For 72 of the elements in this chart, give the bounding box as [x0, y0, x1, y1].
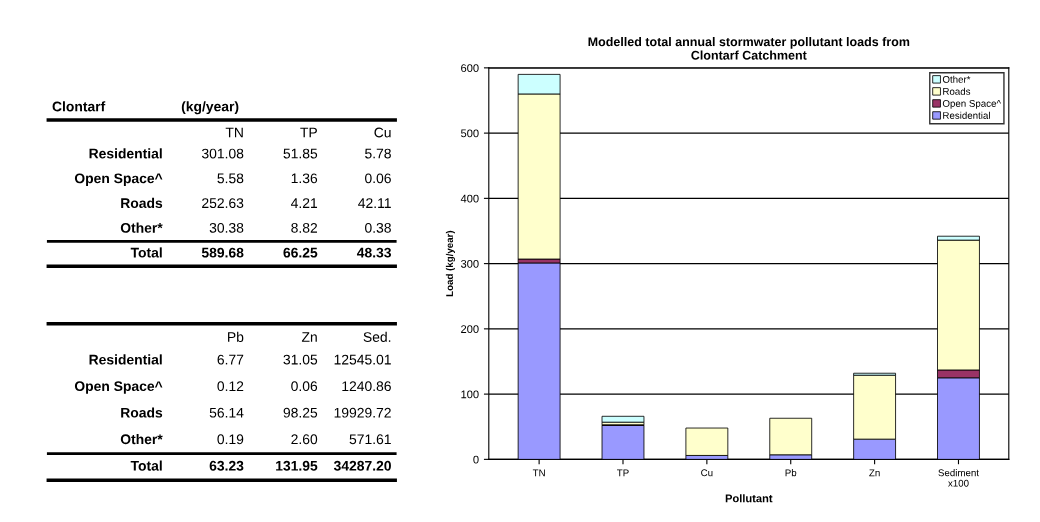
data-label: 6.77 [217, 354, 244, 365]
x-tick-label: TN [532, 469, 545, 477]
data-label: 0.19 [217, 434, 244, 445]
y-tick-label: Other* [120, 222, 163, 233]
y-tick-label: 500 [460, 129, 479, 138]
bar [769, 417, 813, 456]
data-label: 0.06 [291, 381, 318, 392]
x-tick-label: Zn [301, 332, 317, 342]
data-label: 301.08 [201, 148, 244, 159]
x-tick-label: Pb [228, 331, 244, 342]
data-label: 98.25 [283, 407, 318, 418]
x-tick-label: Sediment x100 [938, 469, 979, 487]
y-tick-label: Other* [120, 433, 163, 445]
data-label: 571.61 [349, 434, 391, 445]
x-tick-label: Pb [785, 469, 797, 477]
bar [601, 415, 645, 423]
x-tick-label: TP [617, 469, 629, 477]
y-tick-label: Total [130, 460, 162, 471]
data-label: 5.58 [217, 173, 244, 184]
data-label: 4.21 [290, 198, 318, 208]
data-label: 8.82 [291, 222, 318, 233]
data-label: 1240.86 [342, 381, 391, 392]
y-axis-title: Load (kg/year) [445, 230, 455, 297]
data-label: 0.12 [217, 381, 244, 392]
y-tick-label: 100 [461, 390, 479, 399]
data-label: 66.25 [283, 247, 318, 258]
data-label: 2.60 [291, 434, 318, 445]
y-tick-label: Residential [89, 148, 162, 159]
x-axis-title: Pollutant [725, 494, 773, 503]
y-tick-label: Total [130, 247, 162, 258]
x-tick-label: Zn [869, 469, 880, 477]
chart-subtitle: (kg/year) [181, 101, 239, 115]
data-label: 589.68 [201, 247, 244, 258]
y-tick-label: 300 [460, 259, 479, 268]
data-label: 56.14 [209, 407, 244, 418]
legend-label: Roads [943, 87, 971, 95]
bar [685, 427, 729, 456]
data-label: 1.36 [291, 173, 318, 184]
y-tick-label: 0 [473, 455, 479, 464]
legend-label: Residential [943, 111, 990, 119]
x-tick-label: TP [300, 127, 317, 138]
y-tick-label: Open Space^ [74, 173, 163, 186]
data-label: 42.11 [358, 198, 391, 208]
data-label: 63.23 [209, 460, 244, 471]
data-label: 5.78 [365, 148, 391, 159]
data-label: 252.63 [202, 198, 244, 209]
data-label: 19929.72 [334, 407, 391, 418]
bar [601, 425, 645, 460]
y-tick-label: Open Space^ [74, 381, 163, 394]
data-label: 12545.01 [334, 354, 391, 365]
data-label: 131.95 [276, 460, 318, 471]
chart-title: Modelled total annual stormwater pollutant loads from Clontarf Catchment [588, 37, 910, 60]
x-tick-label: TN [225, 127, 243, 138]
data-label: 30.38 [209, 222, 244, 233]
data-label: 0.06 [365, 173, 391, 184]
y-tick-label: Residential [89, 354, 162, 365]
legend-label: Open Space^ [942, 100, 1001, 109]
data-label: 34287.20 [333, 460, 391, 471]
data-label: 31.05 [283, 354, 318, 365]
x-tick-label: Cu [701, 469, 713, 477]
y-tick-label: 400 [460, 194, 479, 203]
data-label: 0.38 [365, 222, 391, 233]
data-label: 48.33 [356, 247, 392, 258]
x-tick-label: Cu [374, 127, 391, 138]
x-tick-label: Sed. [363, 331, 391, 342]
legend-label: Other* [942, 75, 971, 83]
text: Clontarf [52, 101, 106, 112]
y-tick-label: 600 [461, 64, 479, 72]
y-tick-label: Roads [121, 407, 163, 418]
data-label: 51.85 [283, 148, 318, 159]
y-tick-label: Roads [121, 197, 163, 209]
y-tick-label: 200 [461, 325, 479, 333]
